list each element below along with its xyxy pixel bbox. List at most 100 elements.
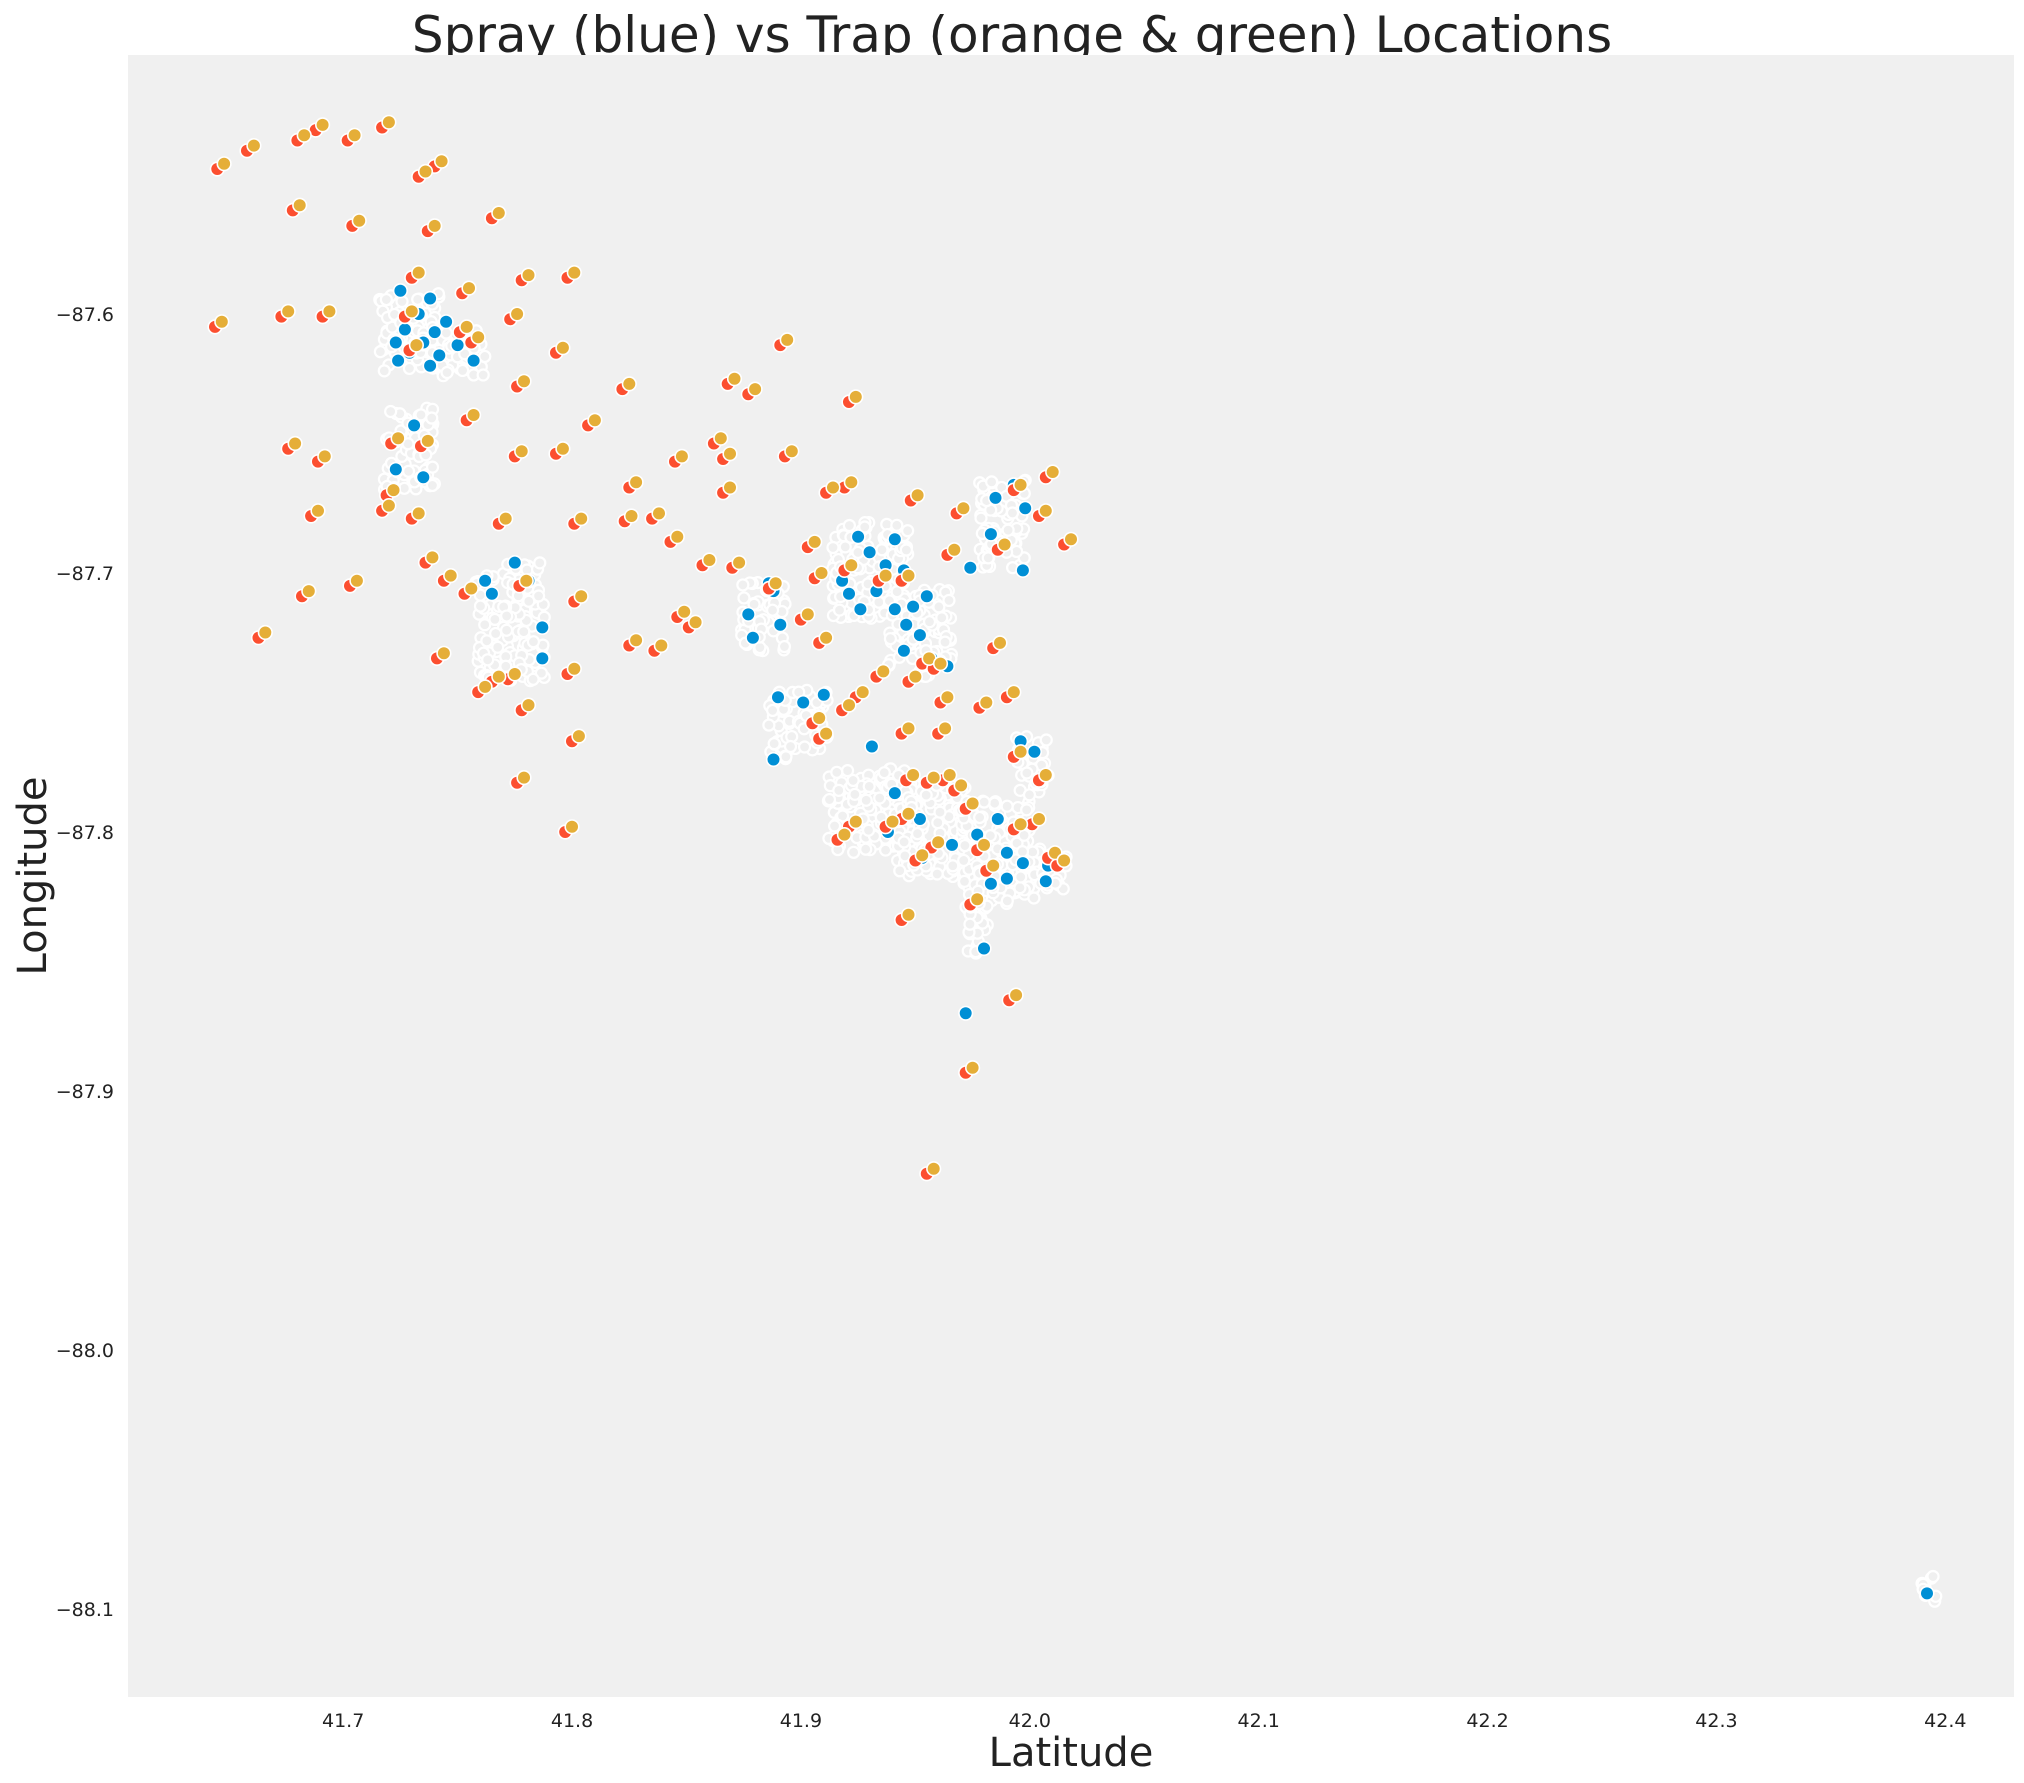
series-2-point-83 (257, 624, 273, 641)
spray-cluster-point-8-56 (762, 718, 776, 732)
spray-cluster-point-9-82 (832, 783, 846, 797)
series-2-point-96 (907, 668, 924, 685)
series-2-point-107 (992, 635, 1008, 651)
series-2-point-49 (310, 503, 326, 519)
series-2-point-58 (443, 567, 459, 584)
series-2-point-18 (321, 303, 338, 320)
series-2-point-119 (900, 806, 917, 822)
spray-cluster-point-4-57 (777, 639, 792, 654)
y-tick-label-5: −88.1 (56, 1599, 114, 1621)
series-2-point-22 (408, 337, 425, 353)
spray-cluster-point-6-83 (932, 600, 946, 614)
series-2-point-27 (726, 371, 743, 387)
series-group (207, 114, 1935, 1601)
spray-cluster-point-5-102 (826, 540, 840, 555)
spray-cluster-point-11-115 (958, 838, 972, 853)
series-2-point-24 (555, 340, 571, 356)
x-tick-label-5: 42.2 (1466, 1710, 1508, 1732)
series-2-point-39 (674, 448, 690, 465)
series-2-point-68 (800, 606, 816, 623)
spray-cluster-point-2-72 (401, 464, 416, 478)
series-0-point-14 (406, 417, 422, 434)
series-2-point-108 (1006, 684, 1022, 700)
x-tick-label-4: 42.1 (1238, 1710, 1280, 1732)
spray-cluster-point-5-65 (890, 518, 904, 532)
series-0-point-41 (919, 588, 935, 604)
spray-cluster-point-8-65 (767, 737, 781, 751)
y-axis-label: Longitude (10, 777, 56, 976)
spray-cluster-point-13-36 (963, 917, 977, 931)
series-2-point-69 (813, 565, 830, 581)
series-2-point-100 (818, 725, 834, 742)
series-2-point-8 (292, 197, 308, 213)
spray-cluster-point-3-138 (481, 653, 495, 667)
series-2-point-44 (825, 479, 841, 496)
series-2-point-52 (573, 510, 589, 527)
spray-cluster-point-10-68 (910, 827, 925, 841)
series-0-point-53 (770, 689, 786, 705)
series-2-point-121 (930, 834, 946, 850)
series-2-point-3 (315, 117, 331, 133)
series-2-point-128 (969, 891, 985, 907)
spray-cluster-point-9-116 (859, 842, 873, 856)
series-0-point-34 (861, 544, 878, 560)
spray-cluster-point-3-101 (491, 640, 505, 654)
spray-cluster-point-10-120 (897, 835, 911, 849)
series-2-point-14 (520, 267, 537, 283)
series-2-point-17 (280, 303, 296, 320)
series-2-point-30 (848, 389, 864, 405)
spray-cluster-point-2-65 (425, 478, 440, 493)
series-2-point-64 (676, 604, 692, 620)
series-0-point-55 (816, 687, 832, 703)
spray-cluster-point-9-123 (861, 823, 876, 837)
series-0-point-22 (534, 619, 550, 636)
series-2-point-115 (964, 795, 981, 812)
spray-cluster-point-5-86 (832, 603, 847, 617)
series-2-point-1 (246, 138, 262, 154)
series-2-point-106 (978, 694, 994, 711)
spray-cluster-point-2-67 (425, 411, 439, 425)
series-2-point-70 (807, 534, 823, 550)
x-tick-label-3: 42.0 (1009, 1710, 1051, 1732)
series-0-point-51 (1015, 562, 1031, 579)
series-2-point-118 (884, 813, 901, 830)
spray-cluster-point-9-129 (873, 791, 887, 805)
spray-cluster-point-12-33 (1015, 845, 1030, 859)
series-2-point-87 (507, 666, 523, 682)
series-2-point-127 (1056, 852, 1072, 869)
series-2-point-104 (937, 720, 953, 737)
series-2-point-122 (976, 837, 992, 853)
series-2-point-84 (436, 645, 452, 661)
series-2-point-95 (875, 663, 891, 680)
spray-cluster-point-9-114 (846, 773, 860, 788)
spray-cluster-point-9-99 (877, 766, 891, 780)
series-0-point-18 (477, 573, 493, 589)
series-2-point-88 (520, 697, 537, 713)
series-2-point-34 (317, 448, 333, 465)
series-0-point-48 (987, 490, 1004, 506)
series-0-point-61 (887, 785, 903, 801)
spray-cluster-point-4-56 (765, 603, 780, 617)
series-2-point-10 (427, 218, 443, 234)
spray-cluster-point-5-129 (899, 543, 913, 557)
series-2-point-98 (932, 655, 949, 672)
series-2-point-26 (621, 376, 637, 392)
spray-cluster-point-6-90 (922, 615, 937, 629)
chart-title: Spray (blue) vs Trap (orange & green) Lo… (411, 6, 1613, 64)
series-2-point-5 (381, 114, 397, 130)
series-0-point-20 (484, 586, 500, 602)
series-0-point-19 (507, 554, 523, 571)
series-2-point-28 (747, 381, 763, 397)
series-0-point-4 (397, 321, 413, 338)
series-2-point-20 (509, 306, 525, 322)
series-2-point-42 (722, 479, 738, 496)
spray-cluster-point-5-124 (901, 524, 915, 538)
series-0-point-30 (841, 586, 857, 602)
spray-cluster-point-0-51 (373, 345, 387, 359)
y-tick-label-1: −87.7 (56, 563, 114, 585)
x-tick-label-6: 42.3 (1695, 1710, 1737, 1732)
series-2-point-85 (477, 679, 493, 695)
series-2-point-66 (701, 552, 718, 568)
series-2-point-56 (669, 529, 685, 545)
series-2-point-71 (818, 630, 834, 646)
